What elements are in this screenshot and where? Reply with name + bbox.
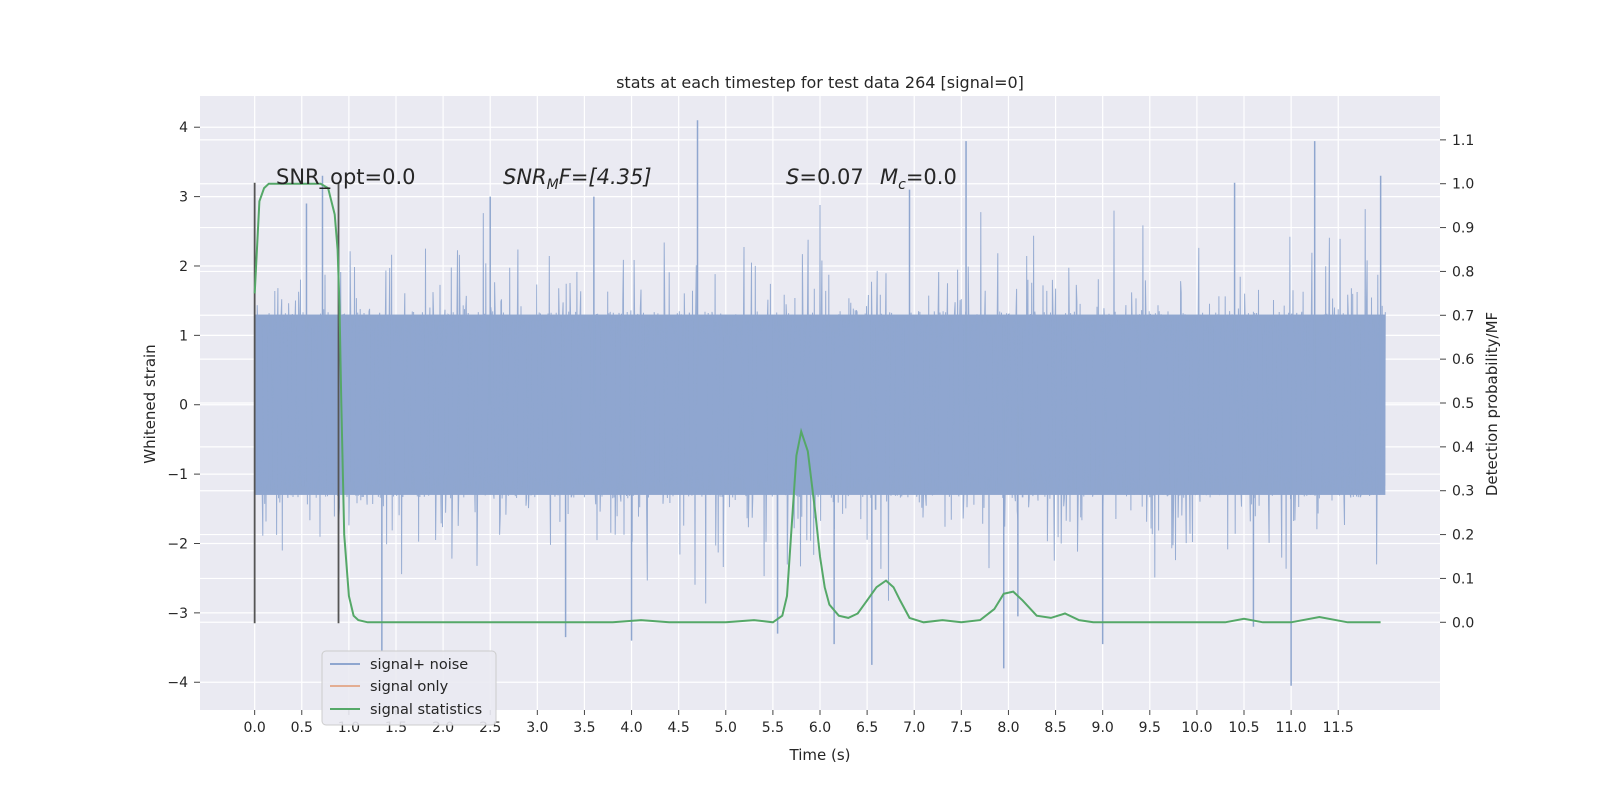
x-tick-label: 5.0 <box>715 720 737 736</box>
legend-label-noise: signal+ noise <box>370 657 468 673</box>
y2-tick-label: 0.4 <box>1452 440 1474 456</box>
statistics-series <box>253 182 1381 624</box>
x-tick-label: 3.5 <box>573 720 595 736</box>
x-tick-label: 0.5 <box>291 720 313 736</box>
y2-tick-label: 1.1 <box>1452 133 1474 149</box>
noise-line <box>254 204 1386 604</box>
annotation-snr-opt: SNR_opt=0.0 <box>276 165 416 190</box>
x-tick-label: 4.0 <box>620 720 642 736</box>
x-tick-label: 7.5 <box>950 720 972 736</box>
x-tick-label: 3.0 <box>526 720 548 736</box>
y2-tick-label: 1.0 <box>1452 177 1474 193</box>
y2-axis-ticks: 0.0 0.1 0.2 0.3 0.4 0.5 0.6 0.7 0.8 0.9 1.0 1.1 <box>1440 133 1474 631</box>
chart-title: stats at each timestep for test data 264… <box>616 73 1024 92</box>
x-axis-label: Time (s) <box>789 746 851 764</box>
y2-tick-label: 0.3 <box>1452 484 1474 500</box>
x-tick-label: 11.5 <box>1323 720 1354 736</box>
y2-tick-label: 0.9 <box>1452 221 1474 237</box>
x-tick-label: 8.5 <box>1044 720 1066 736</box>
y-tick-label: 1 <box>179 328 188 344</box>
y-axis-label: Whitened strain <box>141 344 159 463</box>
y2-tick-label: 0.2 <box>1452 528 1474 544</box>
x-tick-label: 11.0 <box>1276 720 1307 736</box>
y-tick-label: −4 <box>167 675 188 691</box>
y-tick-label: −1 <box>167 467 188 483</box>
annotation-s: S=0.07 <box>786 165 864 189</box>
y2-axis-label: Detection probability/MF <box>1483 312 1501 496</box>
x-tick-label: 9.5 <box>1139 720 1161 736</box>
y2-tick-label: 0.8 <box>1452 264 1474 280</box>
x-tick-label: 5.5 <box>762 720 784 736</box>
x-tick-label: 8.0 <box>997 720 1019 736</box>
statistics-line <box>253 182 1381 624</box>
y2-tick-label: 0.5 <box>1452 396 1474 412</box>
y-tick-label: 0 <box>179 398 188 414</box>
annotation-snr-mf: SNRMF=[4.35] <box>503 165 652 193</box>
y-axis-ticks: −4 −3 −2 −1 0 1 2 3 4 <box>167 120 200 691</box>
legend-label-statistics: signal statistics <box>370 702 482 718</box>
y2-tick-label: 0.7 <box>1452 308 1474 324</box>
x-tick-label: 0.0 <box>244 720 266 736</box>
x-tick-label: 9.0 <box>1092 720 1114 736</box>
y-tick-label: 4 <box>179 120 188 136</box>
y-tick-label: −2 <box>167 536 188 552</box>
y-tick-label: 2 <box>179 259 188 275</box>
x-tick-label: 7.0 <box>903 720 925 736</box>
y2-tick-label: 0.1 <box>1452 571 1474 587</box>
y2-tick-label: 0.6 <box>1452 352 1474 368</box>
x-axis-ticks: 0.0 0.5 1.0 1.5 2.0 2.5 3.0 3.5 4.0 4.5 5.0 5.5 6.0 6… <box>244 710 1354 736</box>
x-tick-label: 6.5 <box>856 720 878 736</box>
legend-label-signal-only: signal only <box>370 679 449 695</box>
y2-tick-label: 0.0 <box>1452 615 1474 631</box>
x-tick-label: 4.5 <box>668 720 690 736</box>
x-tick-label: 10.5 <box>1228 720 1259 736</box>
y-tick-label: −3 <box>167 606 188 622</box>
noise-series <box>254 120 1386 686</box>
x-tick-label: 10.0 <box>1181 720 1212 736</box>
y-tick-label: 3 <box>179 190 188 206</box>
legend-box <box>321 650 497 726</box>
legend: signal+ noise signal only signal statist… <box>321 650 497 726</box>
annotation-mc: Mc=0.0 <box>880 165 957 193</box>
x-tick-label: 6.0 <box>809 720 831 736</box>
